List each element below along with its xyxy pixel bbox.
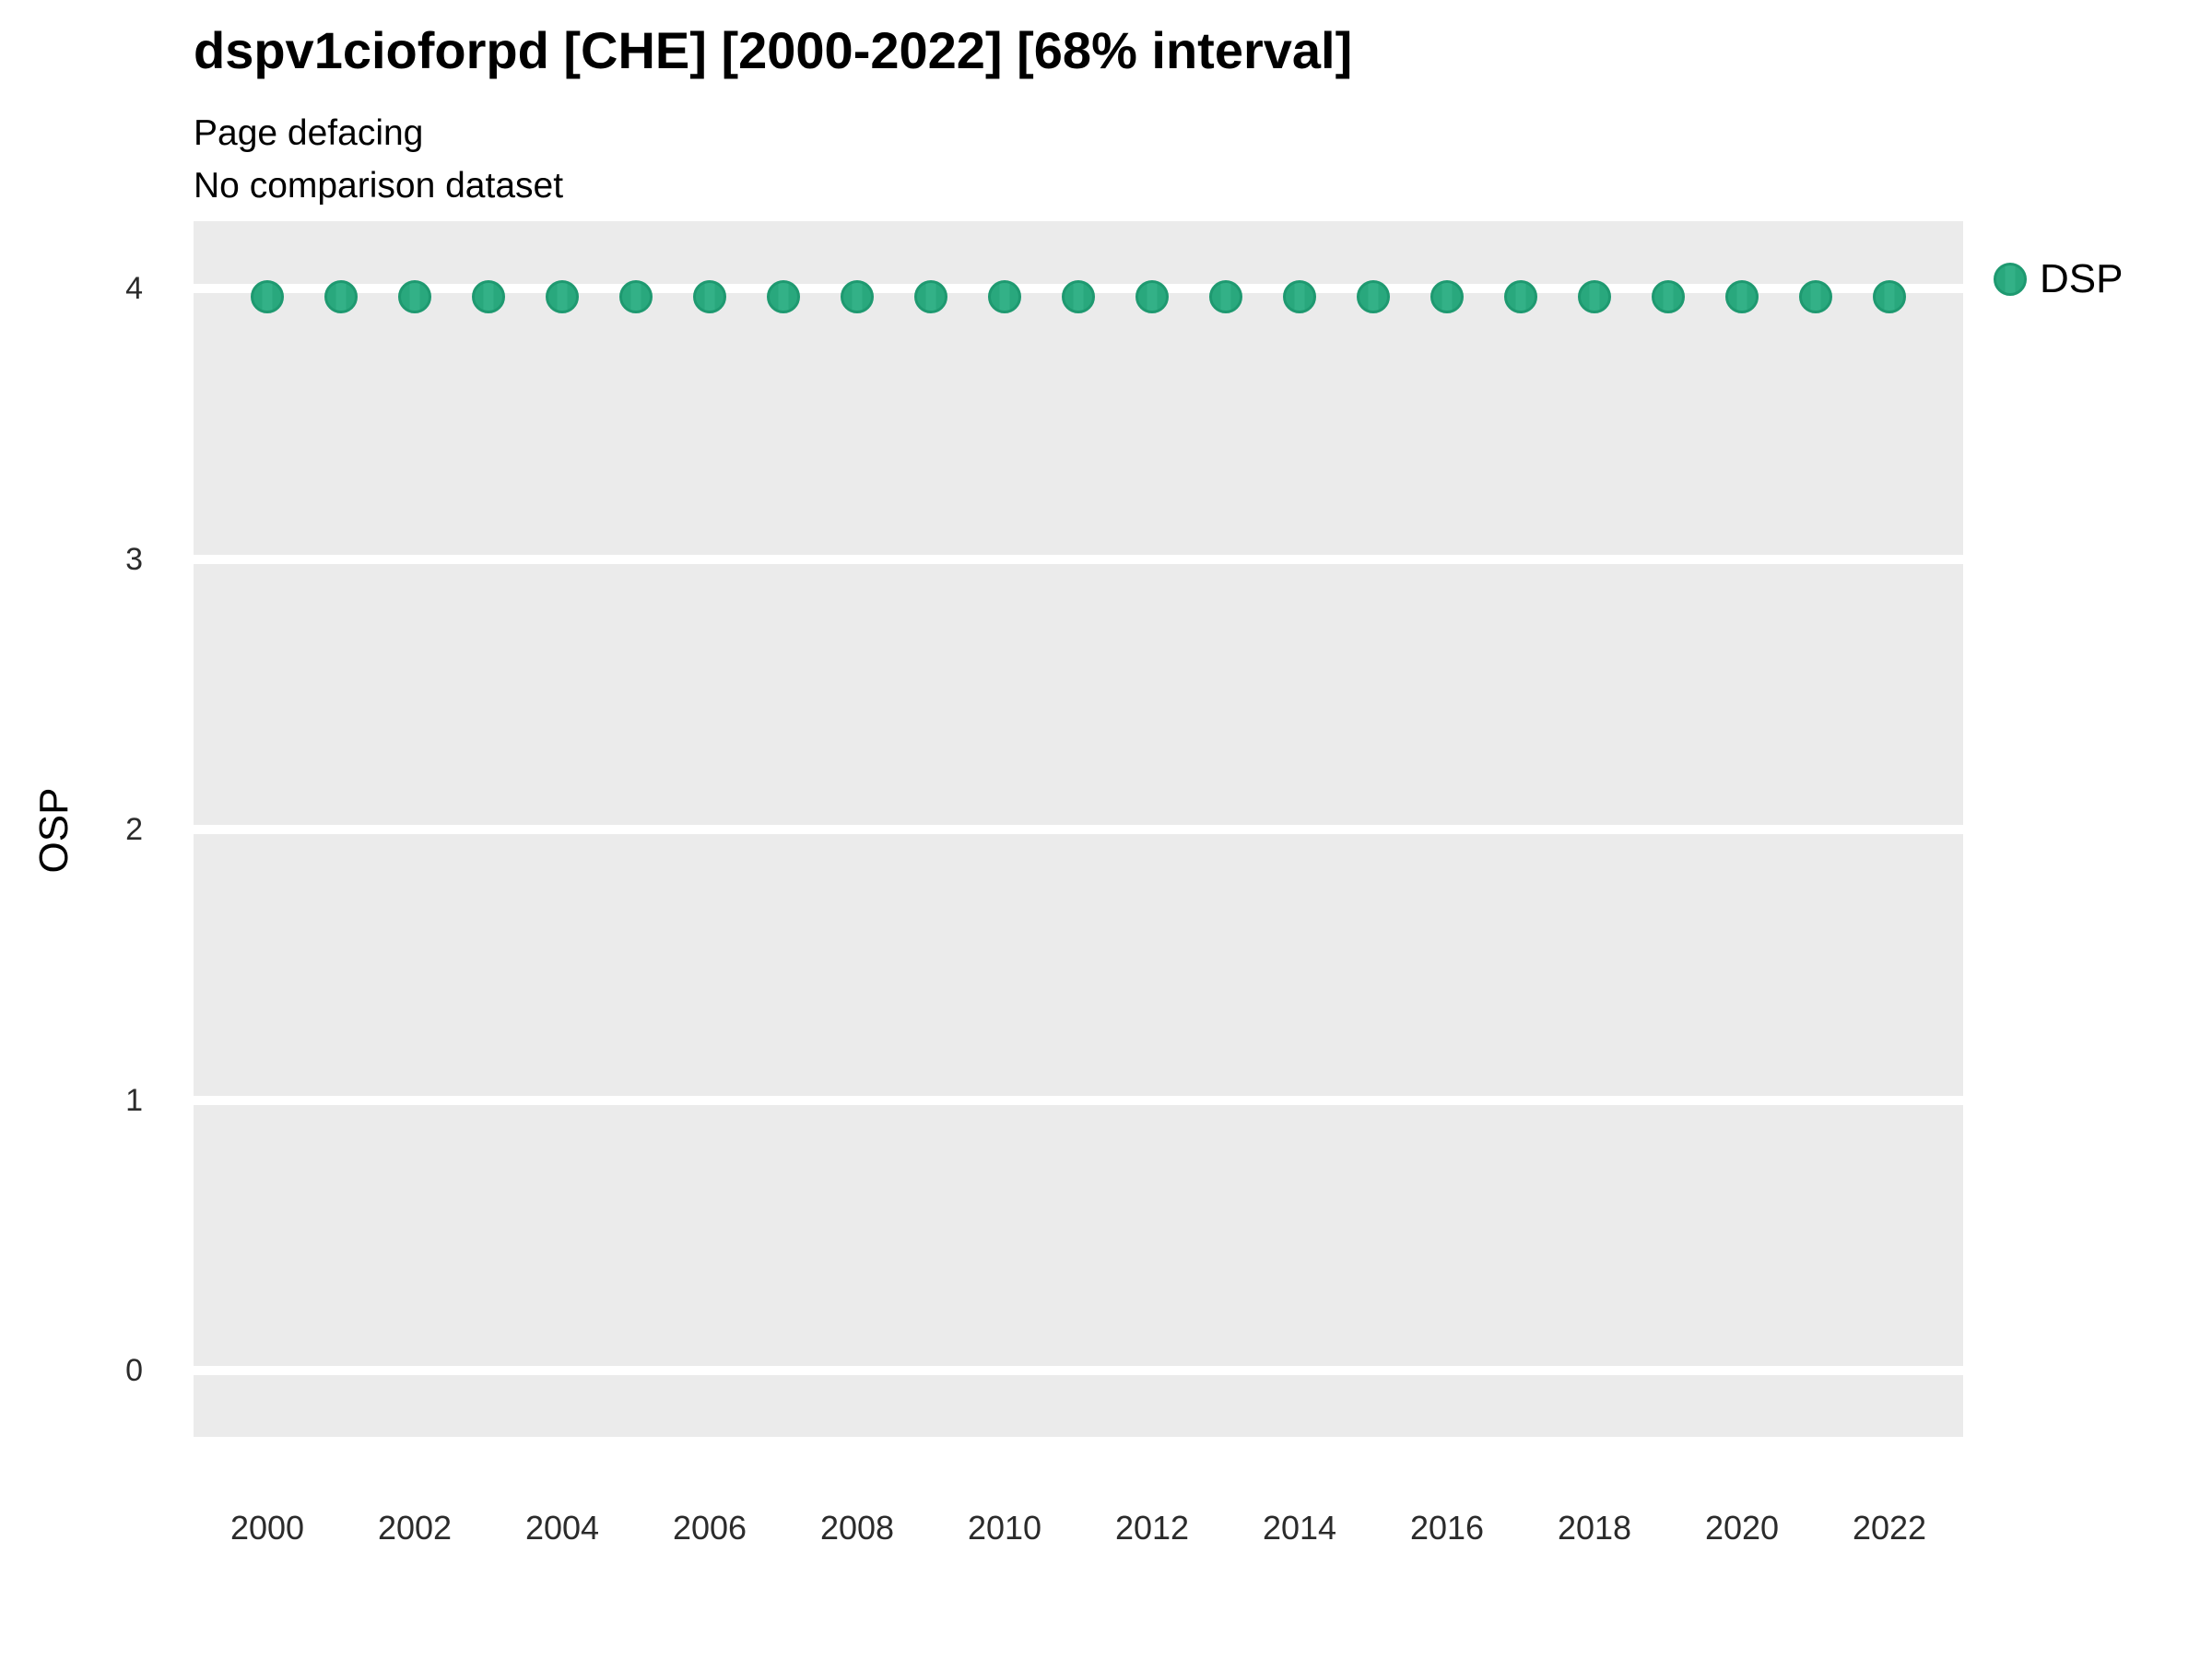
x-tick-label-2020: 2020 bbox=[1704, 1509, 1780, 1547]
data-point-2020 bbox=[1725, 280, 1759, 314]
data-point-2000 bbox=[251, 280, 284, 314]
data-point-2016 bbox=[1430, 280, 1464, 314]
data-point-2011 bbox=[1062, 280, 1095, 314]
legend-item-label: DSP bbox=[2040, 256, 2124, 301]
x-tick-label-2014: 2014 bbox=[1262, 1509, 1337, 1547]
data-point-2003 bbox=[472, 280, 505, 314]
x-tick-label-2008: 2008 bbox=[819, 1509, 895, 1547]
data-point-2014 bbox=[1283, 280, 1316, 314]
data-point-2021 bbox=[1799, 280, 1832, 314]
data-point-2013 bbox=[1209, 280, 1242, 314]
y-tick-label-0: 0 bbox=[125, 1353, 143, 1389]
data-point-2022 bbox=[1873, 280, 1906, 314]
data-point-2017 bbox=[1504, 280, 1537, 314]
x-tick-label-2010: 2010 bbox=[967, 1509, 1042, 1547]
x-tick-label-2022: 2022 bbox=[1852, 1509, 1927, 1547]
data-point-2012 bbox=[1135, 280, 1169, 314]
data-point-2007 bbox=[767, 280, 800, 314]
gridline-y-0 bbox=[194, 1366, 1963, 1376]
chart-subtitle: Page defacing bbox=[194, 113, 424, 153]
x-tick-label-2002: 2002 bbox=[377, 1509, 453, 1547]
data-point-2004 bbox=[546, 280, 579, 314]
gridline-y-1 bbox=[194, 1095, 1963, 1105]
chart-note: No comparison dataset bbox=[194, 166, 564, 206]
y-tick-label-3: 3 bbox=[125, 541, 143, 577]
data-point-2006 bbox=[693, 280, 726, 314]
data-point-2001 bbox=[324, 280, 358, 314]
legend: DSP bbox=[1994, 256, 2123, 302]
x-tick-label-2016: 2016 bbox=[1409, 1509, 1485, 1547]
data-point-2015 bbox=[1357, 280, 1390, 314]
x-tick-label-2000: 2000 bbox=[229, 1509, 305, 1547]
x-tick-label-2004: 2004 bbox=[524, 1509, 600, 1547]
gridline-y-2 bbox=[194, 825, 1963, 835]
data-point-2018 bbox=[1578, 280, 1611, 314]
data-point-2005 bbox=[619, 280, 653, 314]
chart-title: dspv1cioforpd [CHE] [2000-2022] [68% int… bbox=[194, 21, 1353, 79]
gridline-y-3 bbox=[194, 554, 1963, 564]
x-tick-label-2018: 2018 bbox=[1557, 1509, 1632, 1547]
data-point-2008 bbox=[841, 280, 874, 314]
legend-point-icon bbox=[1994, 263, 2027, 296]
data-point-2002 bbox=[398, 280, 431, 314]
y-tick-label-1: 1 bbox=[125, 1082, 143, 1118]
y-tick-label-2: 2 bbox=[125, 812, 143, 848]
y-tick-label-4: 4 bbox=[125, 271, 143, 307]
plot-panel bbox=[194, 221, 1963, 1437]
data-point-2019 bbox=[1652, 280, 1685, 314]
x-tick-label-2012: 2012 bbox=[1114, 1509, 1190, 1547]
data-point-2009 bbox=[914, 280, 947, 314]
data-point-2010 bbox=[988, 280, 1021, 314]
x-tick-label-2006: 2006 bbox=[672, 1509, 747, 1547]
